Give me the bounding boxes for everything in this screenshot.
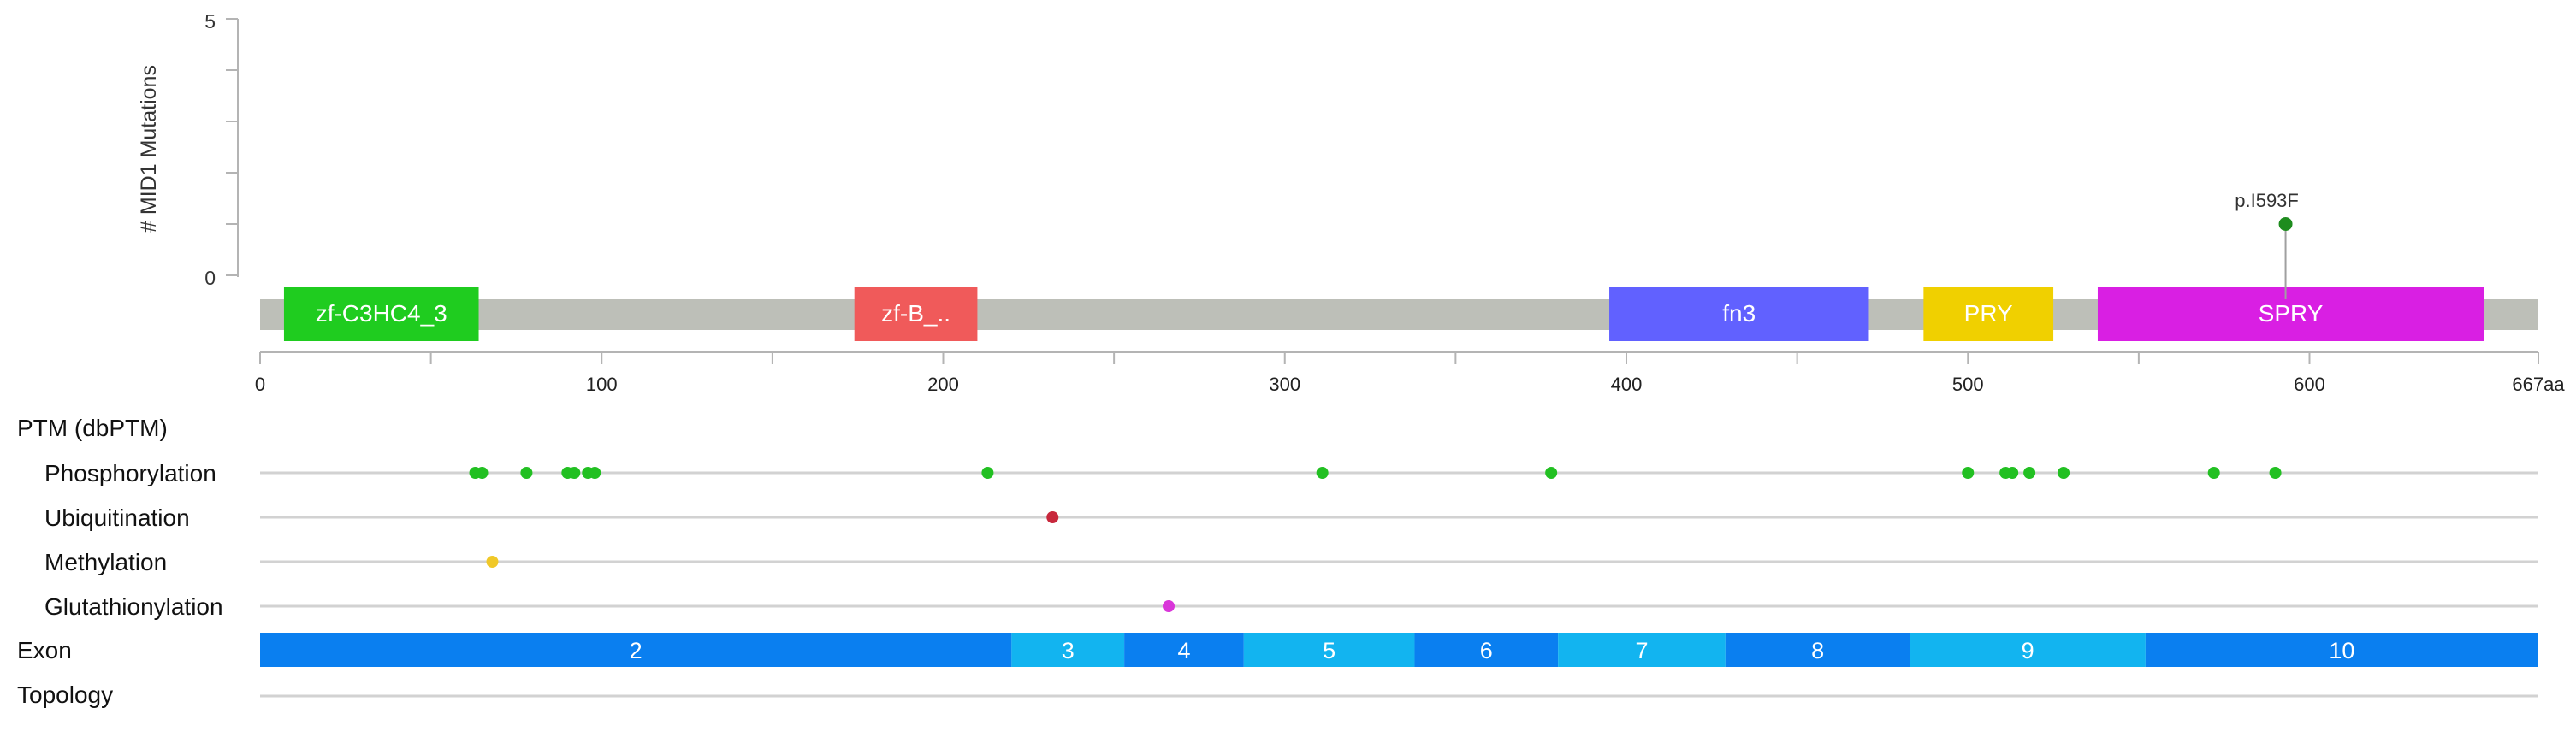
- domain-label: zf-B_..: [881, 300, 950, 327]
- exon-6-block: [1414, 633, 1559, 667]
- exon-blocks: 2 3 4 5 6 7 8 9 10: [260, 633, 2538, 667]
- x-tick-label: 400: [1611, 374, 1643, 395]
- domain-zf-b--box: [854, 287, 978, 341]
- x-tick-label: 200: [927, 374, 959, 395]
- ptm-site-phosphorylation: [476, 467, 489, 479]
- ptm-track-label-phosphorylation: Phosphorylation: [44, 460, 216, 486]
- domain-label: zf-C3HC4_3: [316, 300, 447, 327]
- exon-4-block: [1124, 633, 1244, 667]
- exon-9-block: [1910, 633, 2146, 667]
- x-tick-label: 300: [1269, 374, 1300, 395]
- position-axis: 0 100 200 300 400 500 600 667aa: [255, 351, 2565, 395]
- exon-7-block: [1558, 633, 1726, 667]
- position-axis-end-label: 667aa: [2512, 374, 2565, 395]
- mutation-label: p.I593F: [2235, 190, 2299, 211]
- domain-pry-box: [1923, 287, 2054, 341]
- exon-label: 9: [2022, 638, 2034, 663]
- x-tick-label: 600: [2294, 374, 2325, 395]
- domain-zf-c3hc4-3-box: [283, 287, 479, 341]
- ptm-site-ubiquitination: [1046, 511, 1059, 523]
- exon-label: 10: [2329, 638, 2354, 663]
- mutation-lollipops: p.I593F: [2235, 190, 2299, 299]
- ptm-site-phosphorylation: [1545, 467, 1558, 479]
- domain-label: SPRY: [2259, 300, 2324, 327]
- domain-label: fn3: [1722, 300, 1756, 327]
- y-axis: 5 0 # MID1 Mutations: [137, 10, 239, 289]
- topology-section-title: Topology: [17, 681, 113, 708]
- exon-label: 2: [630, 638, 643, 663]
- exon-2-block: [260, 633, 1012, 667]
- ptm-site-phosphorylation: [981, 467, 994, 479]
- exon-label: 4: [1177, 638, 1190, 663]
- domain-fn3-box: [1609, 287, 1869, 341]
- ptm-site-phosphorylation: [1316, 467, 1329, 479]
- ptm-site-phosphorylation: [1962, 467, 1975, 479]
- ptm-track-label-ubiquitination: Ubiquitination: [44, 504, 190, 531]
- ptm-site-phosphorylation: [2058, 467, 2070, 479]
- x-tick-label: 0: [255, 374, 265, 395]
- domain-label: PRY: [1964, 300, 2013, 327]
- ptm-site-phosphorylation: [2207, 467, 2220, 479]
- protein-domains: zf-C3HC4_3 zf-B_.. fn3 PRY SPRY: [283, 287, 2484, 341]
- x-tick-label: 500: [1952, 374, 1984, 395]
- exon-section-title: Exon: [17, 637, 72, 663]
- ptm-site-phosphorylation: [2006, 467, 2019, 479]
- y-tick-label-top: 5: [204, 10, 216, 32]
- exon-5-block: [1243, 633, 1415, 667]
- ptm-site-phosphorylation: [2023, 467, 2036, 479]
- lollipop-head: [2278, 217, 2293, 231]
- ptm-track-label-glutathionylation: Glutathionylation: [44, 593, 223, 620]
- exon-label: 8: [1811, 638, 1824, 663]
- exon-10-block: [2145, 633, 2538, 667]
- ptm-site-phosphorylation: [589, 467, 601, 479]
- ptm-site-phosphorylation: [2269, 467, 2282, 479]
- domain-spry-box: [2097, 287, 2484, 341]
- ptm-site-phosphorylation: [520, 467, 533, 479]
- position-axis-ticks: 0 100 200 300 400 500 600: [255, 352, 2539, 395]
- ptm-section-title: PTM (dbPTM): [17, 415, 168, 441]
- ptm-site-phosphorylation: [568, 467, 581, 479]
- ptm-track-label-methylation: Methylation: [44, 549, 167, 575]
- x-tick-label: 100: [586, 374, 618, 395]
- y-tick-label-zero: 0: [204, 267, 216, 289]
- ptm-tracks: Phosphorylation Ubiquitination Methylation…: [44, 460, 2538, 620]
- exon-label: 5: [1323, 638, 1335, 663]
- exon-3-block: [1011, 633, 1125, 667]
- y-axis-title: # MID1 Mutations: [137, 65, 161, 233]
- exon-8-block: [1725, 633, 1910, 667]
- exon-label: 3: [1062, 638, 1075, 663]
- exon-label: 6: [1480, 638, 1493, 663]
- ptm-site-glutathionylation: [1163, 600, 1175, 612]
- exon-label: 7: [1635, 638, 1648, 663]
- ptm-site-methylation: [486, 556, 499, 568]
